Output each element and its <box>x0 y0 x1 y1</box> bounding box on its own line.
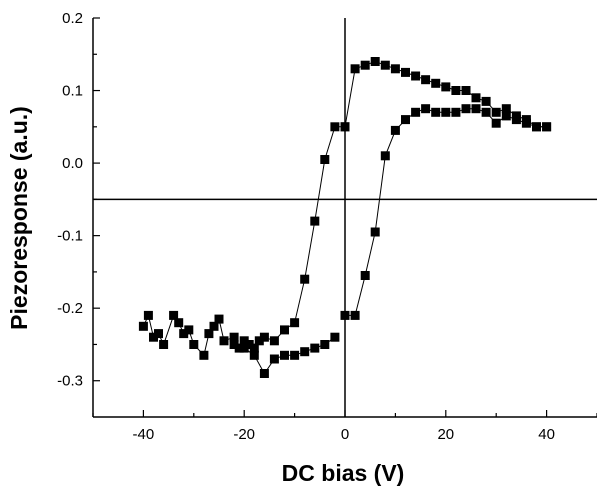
data-point <box>290 318 300 328</box>
data-point <box>209 321 219 331</box>
data-point <box>451 107 461 117</box>
y-tick-label: 0.2 <box>62 10 83 27</box>
data-point <box>143 310 153 320</box>
data-point <box>501 104 511 114</box>
data-point <box>239 336 249 346</box>
data-point <box>441 82 451 92</box>
data-point <box>300 347 310 357</box>
y-axis-title: Piezoresponse (a.u.) <box>6 106 32 330</box>
data-point <box>199 350 209 360</box>
data-point <box>380 60 390 70</box>
data-point <box>431 107 441 117</box>
y-tick-label: -0.3 <box>57 373 83 390</box>
data-point <box>310 343 320 353</box>
data-point <box>330 332 340 342</box>
data-point <box>330 122 340 132</box>
data-point <box>269 336 279 346</box>
series-markers <box>138 57 552 378</box>
y-axis-ticks: 0.2 0.1 0.0 -0.1 -0.2 -0.3 <box>57 10 100 390</box>
data-point <box>229 340 239 349</box>
data-point <box>411 107 421 117</box>
data-point <box>229 332 239 342</box>
data-point <box>501 111 511 121</box>
data-point <box>461 86 471 95</box>
data-point <box>360 271 370 280</box>
data-point <box>174 318 184 328</box>
data-point <box>269 354 279 364</box>
data-point <box>280 350 289 360</box>
data-point <box>214 314 224 324</box>
data-point <box>219 336 229 346</box>
data-point <box>320 155 330 164</box>
x-axis-ticks: -40 -20 0 20 40 <box>92 410 597 443</box>
x-tick-label: -20 <box>233 426 255 443</box>
data-point <box>159 340 169 349</box>
data-point <box>491 118 501 128</box>
reference-lines <box>93 18 597 417</box>
data-point <box>189 340 199 349</box>
data-point <box>380 151 390 161</box>
data-point <box>481 107 491 117</box>
data-point <box>511 115 521 125</box>
x-tick-label: -40 <box>133 426 155 443</box>
data-point <box>234 343 244 353</box>
x-tick-label: 20 <box>437 426 454 443</box>
data-point <box>244 340 254 349</box>
data-point <box>471 104 481 114</box>
data-point <box>169 310 179 320</box>
data-point <box>421 104 431 114</box>
data-point <box>542 122 552 132</box>
data-point <box>390 125 400 135</box>
data-point <box>350 310 360 320</box>
data-point <box>481 96 491 106</box>
data-point <box>340 122 350 132</box>
data-point <box>350 64 360 74</box>
y-tick-label: -0.1 <box>57 228 83 245</box>
data-point <box>280 325 289 335</box>
data-point <box>411 71 421 81</box>
data-point <box>138 321 148 331</box>
data-point <box>320 340 330 349</box>
data-point <box>154 329 163 339</box>
data-point <box>204 329 214 339</box>
data-point <box>451 86 461 95</box>
data-point <box>370 57 380 66</box>
data-point <box>149 332 158 342</box>
data-point <box>300 274 310 284</box>
data-point <box>521 118 531 128</box>
y-tick-label: 0.0 <box>62 155 83 172</box>
x-axis-title: DC bias (V) <box>282 460 405 486</box>
data-point <box>401 67 410 77</box>
data-point <box>532 122 541 132</box>
data-point <box>390 64 400 74</box>
data-point <box>239 343 249 353</box>
data-point <box>249 350 259 360</box>
series-line-1 <box>142 126 345 357</box>
data-point <box>290 350 300 360</box>
data-point <box>259 369 269 378</box>
y-tick-label: 0.1 <box>62 83 83 100</box>
data-point <box>259 332 269 342</box>
y-tick-label: -0.2 <box>57 300 83 317</box>
data-point <box>179 329 189 339</box>
data-point <box>431 78 441 88</box>
data-point <box>441 107 451 117</box>
data-point <box>370 227 380 237</box>
data-point <box>340 310 350 320</box>
data-point <box>360 60 370 70</box>
series-line-3 <box>345 108 547 316</box>
data-point <box>310 216 320 226</box>
data-point <box>401 115 410 125</box>
data-point <box>254 336 264 346</box>
data-point <box>471 93 481 103</box>
data-point <box>249 343 259 353</box>
data-point <box>491 107 501 117</box>
data-point <box>421 75 431 85</box>
data-point <box>461 104 471 114</box>
x-tick-label: 0 <box>341 426 349 443</box>
x-tick-label: 40 <box>538 426 555 443</box>
data-point <box>184 325 194 335</box>
